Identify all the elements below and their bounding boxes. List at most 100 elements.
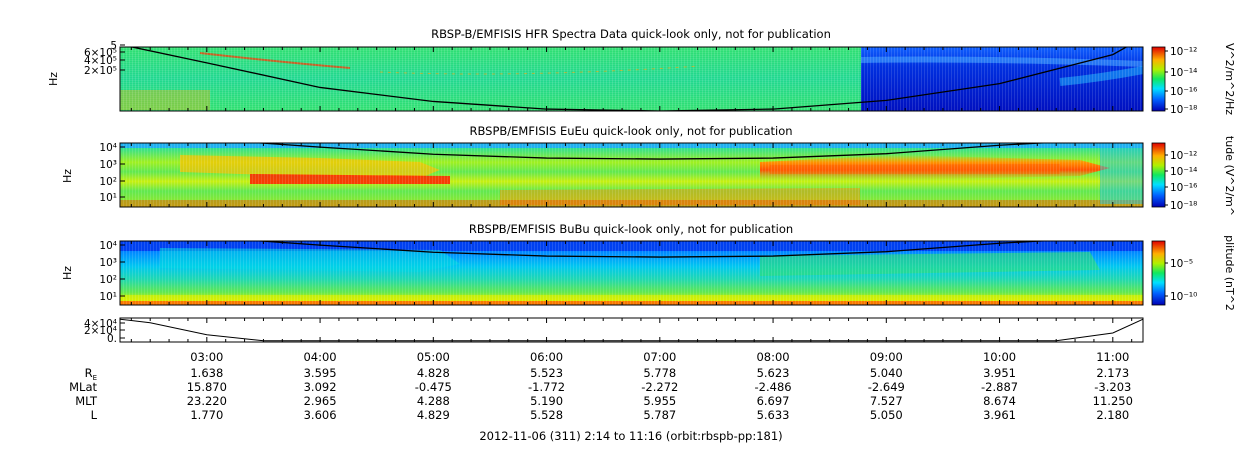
x-tick-label: 07:00 xyxy=(643,350,676,364)
y-tick-label: 2×10⁵ xyxy=(84,65,117,77)
colorbar-tick-label: 10⁻¹⁴ xyxy=(1170,166,1197,178)
panel-hfr-gyro-line xyxy=(131,47,1128,111)
colorbar-tick-label: 10⁻¹⁴ xyxy=(1170,67,1197,79)
panel-bubu-colorbar-label: plitude (nT^2 xyxy=(1223,235,1236,311)
colorbar-tick-label: 10⁻⁵ xyxy=(1170,258,1193,270)
x-tick-label: 08:00 xyxy=(756,350,789,364)
panel-bubu-frame xyxy=(119,240,1144,306)
panel-bubu-ylabel: Hz xyxy=(61,266,74,280)
ephemeris-value: 5.040 xyxy=(870,366,903,380)
panel-eueu-colorbar: 10⁻¹² 10⁻¹⁴ 10⁻¹⁶ 10⁻¹⁸ tude (V^2/m^ xyxy=(1151,136,1236,216)
panel-bubu-title: RBSPB/EMFISIS BuBu quick-look only, not … xyxy=(469,222,793,236)
y-tick-label: 10⁴ xyxy=(99,240,117,252)
ephemeris-value: 4.288 xyxy=(417,394,450,408)
y-tick-label: 10² xyxy=(99,176,117,188)
y-tick-label: 2×10⁴ xyxy=(84,325,117,337)
panel-bubu: RBSPB/EMFISIS BuBu quick-look only, not … xyxy=(61,222,1236,311)
ephemeris-value: 8.674 xyxy=(983,394,1016,408)
panel-hfr-colorbar: 10⁻¹² 10⁻¹⁴ 10⁻¹⁶ 10⁻¹⁸ V^2/m^2/Hz xyxy=(1151,43,1236,116)
x-tick-label: 04:00 xyxy=(303,350,336,364)
panel-eueu-colorbar-label: tude (V^2/m^ xyxy=(1223,136,1236,216)
ephemeris-value: 4.828 xyxy=(417,366,450,380)
y-tick-label: 4×10⁵ xyxy=(84,55,117,67)
ephemeris-value: -2.649 xyxy=(868,380,905,394)
ephemeris-value: 11.250 xyxy=(1093,394,1133,408)
x-tick-label: 03:00 xyxy=(190,350,223,364)
panel-hfr-colorbar-label: V^2/m^2/Hz xyxy=(1223,43,1236,115)
colorbar-tick-label: 10⁻¹⁸ xyxy=(1170,104,1197,116)
ephemeris-value: -3.203 xyxy=(1094,380,1131,394)
ephemeris-value: 6.697 xyxy=(757,394,790,408)
y-tick-label: 10¹ xyxy=(99,291,117,303)
x-tick-label: 06:00 xyxy=(530,350,563,364)
ephemeris-value: 4.829 xyxy=(417,408,450,422)
ephemeris-value: 5.190 xyxy=(530,394,563,408)
panel-eueu-spectrogram xyxy=(120,143,1143,207)
ephemeris-value: 5.523 xyxy=(530,366,563,380)
ephemeris-value: 3.595 xyxy=(304,366,337,380)
x-tick-label: 09:00 xyxy=(870,350,903,364)
ephemeris-value: 5.787 xyxy=(643,408,676,422)
colorbar-tick-label: 10⁻¹⁶ xyxy=(1170,182,1197,194)
ephemeris-table: RE 1.638 3.595 4.828 5.523 5.778 5.623 5.040 3.9… xyxy=(69,366,1133,422)
footer-caption: 2012-11-06 (311) 2:14 to 11:16 (orbit:rb… xyxy=(479,429,782,443)
ephemeris-value: 2.965 xyxy=(304,394,337,408)
panel-hfr-ylabel: Hz xyxy=(47,72,60,86)
ephemeris-value: 5.050 xyxy=(870,408,903,422)
panel-bubu-yticks: 10⁴ 10³ 10² 10¹ xyxy=(99,240,125,303)
panel-hfr-title: RBSP-B/EMFISIS HFR Spectra Data quick-lo… xyxy=(431,27,831,41)
colorbar-tick-label: 10⁻¹⁰ xyxy=(1170,291,1197,303)
colorbar-tick-label: 10⁻¹⁸ xyxy=(1170,200,1197,212)
colorbar-tick-label: 10⁻¹² xyxy=(1170,150,1197,162)
panel-hfr: RBSP-B/EMFISIS HFR Spectra Data quick-lo… xyxy=(47,27,1236,116)
ephemeris-value: -1.772 xyxy=(528,380,565,394)
x-tick-label: 10:00 xyxy=(983,350,1016,364)
y-tick-label: 5 xyxy=(110,40,117,52)
y-tick-label: 10² xyxy=(99,274,117,286)
y-tick-label: 10¹ xyxy=(99,192,117,204)
ephemeris-value: 5.633 xyxy=(757,408,790,422)
y-tick-label: 10³ xyxy=(99,159,117,171)
ephemeris-value: -0.475 xyxy=(415,380,452,394)
panel-eueu-title: RBSPB/EMFISIS EuEu quick-look only, not … xyxy=(469,124,792,138)
ephemeris-value: -2.486 xyxy=(755,380,792,394)
ephemeris-value: 3.951 xyxy=(983,366,1016,380)
ephemeris-value: 23.220 xyxy=(187,394,227,408)
panel-eueu: RBSPB/EMFISIS EuEu quick-look only, not … xyxy=(61,124,1236,216)
ephemeris-value: -2.272 xyxy=(641,380,678,394)
colorbar-tick-label: 10⁻¹² xyxy=(1170,46,1197,58)
x-axis-ticks xyxy=(130,47,1133,342)
ephemeris-value: 7.527 xyxy=(870,394,903,408)
ephemeris-row-label: MLT xyxy=(75,394,98,408)
x-tick-label: 05:00 xyxy=(417,350,450,364)
ephemeris-value: 5.528 xyxy=(530,408,563,422)
ephemeris-value: 5.955 xyxy=(643,394,676,408)
colorbar-tick-label: 10⁻¹⁶ xyxy=(1170,86,1197,98)
panel-eueu-yticks: 10⁴ 10³ 10² 10¹ xyxy=(99,142,125,204)
panel-bubu-spectrogram xyxy=(120,241,1143,305)
y-tick-label: 6×10⁵ xyxy=(84,47,117,59)
ephemeris-value: 2.180 xyxy=(1096,408,1129,422)
ephemeris-value: 15.870 xyxy=(187,380,227,394)
ephemeris-value: 2.173 xyxy=(1096,366,1129,380)
ephemeris-row-label: MLat xyxy=(69,380,97,394)
panel-hfr-spectrogram xyxy=(120,47,1143,111)
y-tick-label: 10⁴ xyxy=(99,142,117,154)
ephemeris-value: 3.606 xyxy=(304,408,337,422)
ephemeris-value: 3.092 xyxy=(304,380,337,394)
y-tick-label: 10³ xyxy=(99,257,117,269)
panel-line-frame xyxy=(119,317,1144,343)
y-tick-label: 4×10⁴ xyxy=(84,318,117,330)
x-axis-labels: 03:00 04:00 05:00 06:00 07:00 08:00 09:00 10:00… xyxy=(190,350,1129,364)
panel-eueu-frame xyxy=(119,142,1144,208)
y-tick-label: 0. xyxy=(107,333,117,345)
panel-bubu-colorbar: 10⁻⁵ 10⁻¹⁰ plitude (nT^2 xyxy=(1151,235,1236,311)
ephemeris-row-label: L xyxy=(91,408,98,422)
x-tick-label: 11:00 xyxy=(1096,350,1129,364)
panel-eueu-ylabel: Hz xyxy=(61,169,74,183)
ephemeris-value: 5.623 xyxy=(757,366,790,380)
